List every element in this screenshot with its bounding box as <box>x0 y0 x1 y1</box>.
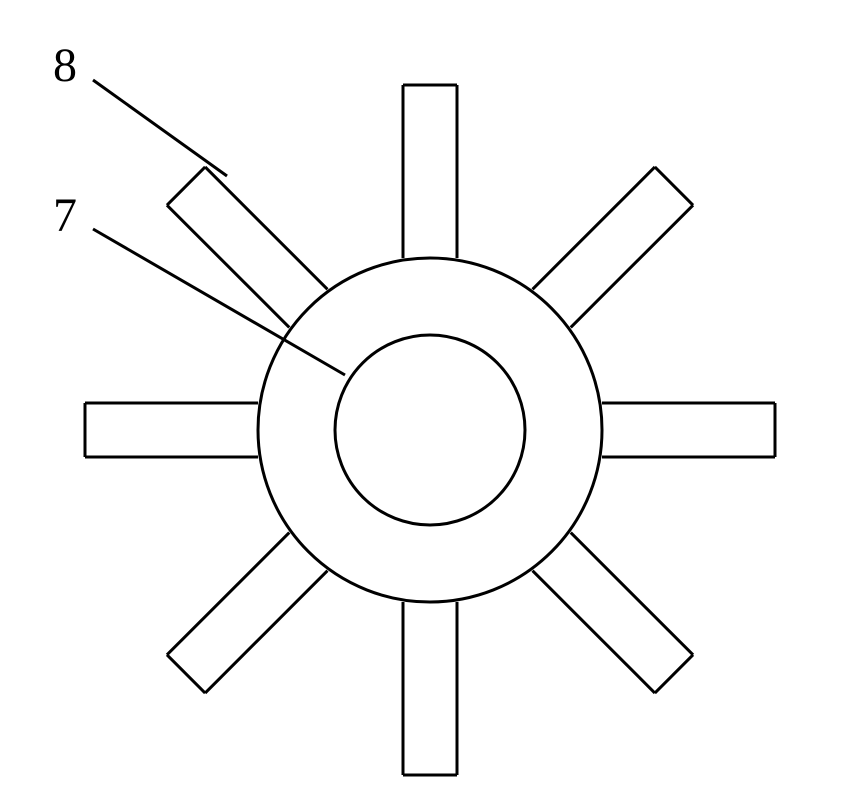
spoke-fill <box>85 403 258 457</box>
spoke-fill <box>403 602 457 775</box>
hub-inner-circle <box>335 335 525 525</box>
spoke-fill <box>602 403 775 457</box>
spoke-fill <box>403 85 457 258</box>
label-7: 7 <box>53 189 77 242</box>
label-8: 8 <box>53 39 77 92</box>
